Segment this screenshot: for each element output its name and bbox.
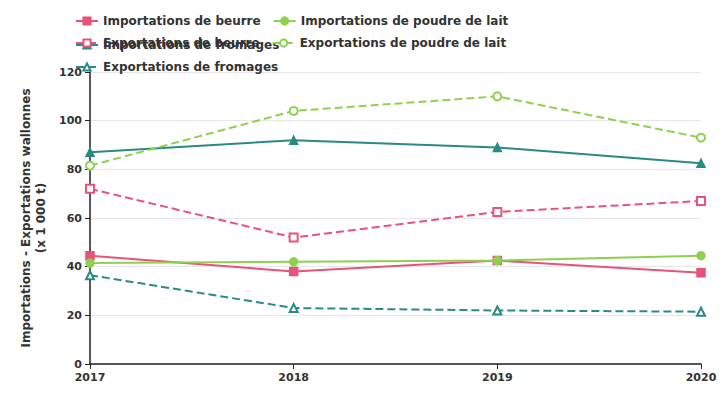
svg-text:0: 0 (74, 358, 82, 371)
svg-text:100: 100 (59, 114, 82, 127)
svg-text:40: 40 (67, 260, 83, 273)
svg-text:20: 20 (67, 309, 83, 322)
svg-text:80: 80 (67, 163, 83, 176)
svg-text:Importations - Exportations wa: Importations - Exportations wallonnes (19, 88, 33, 347)
svg-text:2019: 2019 (482, 371, 513, 384)
svg-text:2020: 2020 (686, 371, 717, 384)
svg-text:(x 1 000 t): (x 1 000 t) (34, 183, 48, 253)
svg-text:120: 120 (59, 65, 82, 79)
svg-text:2017: 2017 (75, 371, 106, 384)
svg-text:2018: 2018 (278, 371, 309, 384)
svg-text:60: 60 (67, 212, 83, 225)
svg-text:Exportations de fromages: Exportations de fromages (103, 60, 278, 74)
svg-text:Exportations de beurre: Exportations de beurre (103, 36, 260, 50)
svg-text:Importations de beurre: Importations de beurre (103, 14, 261, 28)
svg-text:Exportations de poudre de lait: Exportations de poudre de lait (300, 36, 507, 50)
svg-text:Importations de poudre de lait: Importations de poudre de lait (301, 14, 509, 28)
